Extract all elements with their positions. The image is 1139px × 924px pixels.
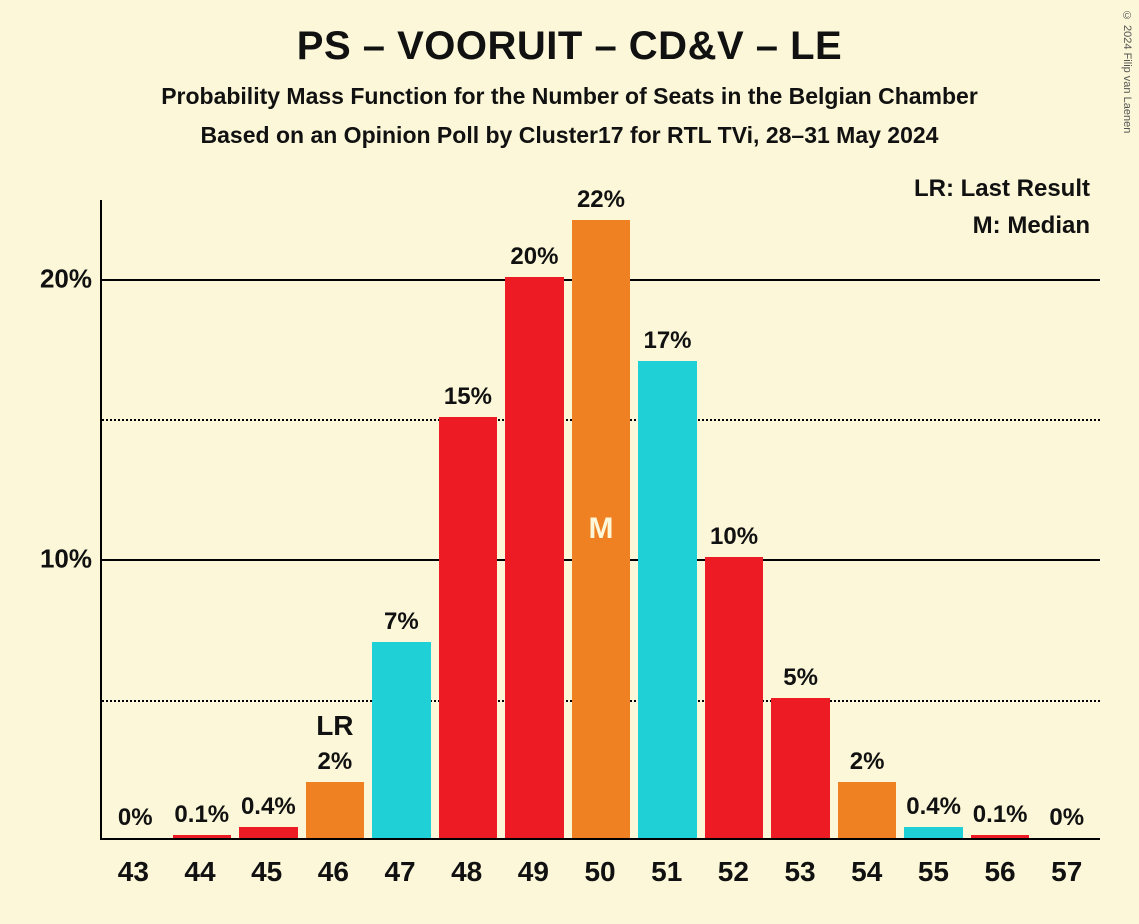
y-tick-label: 10%	[40, 544, 92, 575]
bar-value-label: 0%	[1049, 804, 1084, 832]
chart-subtitle-2: Based on an Opinion Poll by Cluster17 fo…	[0, 122, 1139, 149]
bar-value-label: 0.4%	[241, 793, 296, 821]
x-tick-label: 46	[300, 842, 367, 888]
bar-slot: 20%	[501, 200, 568, 838]
bar-value-label: 15%	[444, 383, 492, 411]
bar: 17%	[638, 361, 697, 838]
bar-slot: 17%	[634, 200, 701, 838]
bar-value-label: 0.1%	[174, 801, 229, 829]
bars-group: 0%0.1%0.4%LR2%7%15%20%22%M17%10%5%2%0.4%…	[102, 200, 1100, 838]
bar: 2%	[838, 782, 897, 838]
x-tick-label: 56	[967, 842, 1034, 888]
x-tick-label: 55	[900, 842, 967, 888]
last-result-marker: LR	[316, 710, 353, 742]
bar: 2%	[306, 782, 365, 838]
x-tick-label: 48	[433, 842, 500, 888]
bar: 7%	[372, 642, 431, 838]
x-tick-label: 43	[100, 842, 167, 888]
x-axis: 434445464748495051525354555657	[100, 842, 1100, 888]
chart-title: PS – VOORUIT – CD&V – LE	[0, 0, 1139, 69]
bar-value-label: 2%	[850, 748, 885, 776]
bar: 15%	[439, 417, 498, 838]
x-tick-label: 51	[633, 842, 700, 888]
bar-value-label: 0.1%	[973, 801, 1028, 829]
bar-slot: 0%	[1033, 200, 1100, 838]
bar-slot: 10%	[701, 200, 768, 838]
bar-slot: 7%	[368, 200, 435, 838]
bar: 0.1%	[971, 835, 1030, 838]
bar-value-label: 2%	[318, 748, 353, 776]
bar-slot: 5%	[767, 200, 834, 838]
bar-slot: LR 2%	[302, 200, 369, 838]
legend-lr: LR: Last Result	[914, 175, 1090, 203]
bar-value-label: 0.4%	[906, 793, 961, 821]
bar-slot: 2%	[834, 200, 901, 838]
bar-value-label: 5%	[783, 664, 818, 692]
bar-slot: 0.4%	[235, 200, 302, 838]
median-marker: M	[588, 512, 613, 546]
x-tick-label: 52	[700, 842, 767, 888]
bar: 0.1%	[173, 835, 232, 838]
y-tick-label: 20%	[40, 263, 92, 294]
bar-slot: 0.1%	[967, 200, 1034, 838]
x-tick-label: 53	[767, 842, 834, 888]
bar-value-label: 17%	[643, 327, 691, 355]
bar: 22%M	[572, 220, 631, 838]
x-tick-label: 54	[833, 842, 900, 888]
x-tick-label: 49	[500, 842, 567, 888]
x-tick-label: 57	[1033, 842, 1100, 888]
plot-area: LR: Last Result M: Median 10%20% 0%0.1%0…	[100, 200, 1100, 840]
x-tick-label: 45	[233, 842, 300, 888]
x-tick-label: 47	[367, 842, 434, 888]
bar-value-label: 20%	[510, 243, 558, 271]
x-tick-label: 50	[567, 842, 634, 888]
bar-slot: 0.1%	[169, 200, 236, 838]
bar-slot: 15%	[435, 200, 502, 838]
bar-slot: 0%	[102, 200, 169, 838]
bar: 0.4%	[239, 827, 298, 838]
bar: 5%	[771, 698, 830, 838]
bar: 20%	[505, 277, 564, 838]
bar-slot: 0.4%	[900, 200, 967, 838]
bar-value-label: 0%	[118, 804, 153, 832]
bar-value-label: 22%	[577, 186, 625, 214]
bar-slot: 22%M	[568, 200, 635, 838]
chart-container: LR: Last Result M: Median 10%20% 0%0.1%0…	[100, 200, 1100, 880]
x-tick-label: 44	[167, 842, 234, 888]
bar-value-label: 10%	[710, 523, 758, 551]
bar-value-label: 7%	[384, 608, 419, 636]
copyright-text: © 2024 Filip van Laenen	[1121, 10, 1133, 133]
chart-subtitle-1: Probability Mass Function for the Number…	[0, 83, 1139, 110]
bar: 10%	[705, 557, 764, 838]
bar: 0.4%	[904, 827, 963, 838]
